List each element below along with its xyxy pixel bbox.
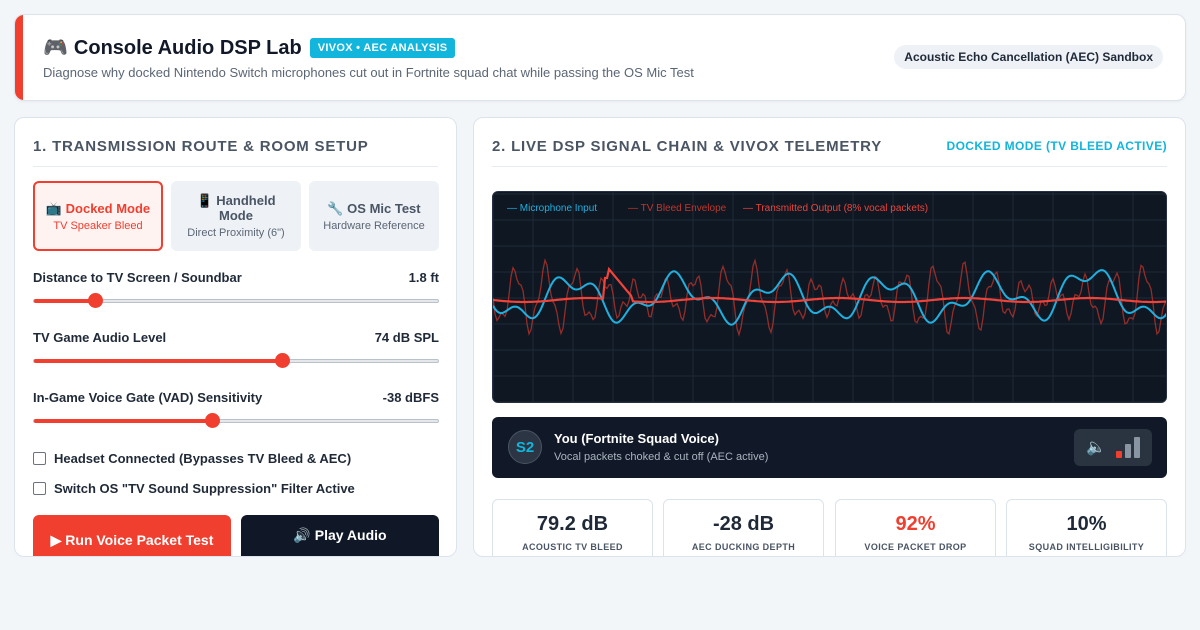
- slider-value: -38 dBFS: [382, 390, 439, 405]
- headset-checkbox-row[interactable]: Headset Connected (Bypasses TV Bleed & A…: [33, 451, 351, 466]
- sandbox-pill: Acoustic Echo Cancellation (AEC) Sandbox: [894, 45, 1163, 69]
- app-title-text: Console Audio DSP Lab: [73, 37, 302, 59]
- metric-label: ACOUSTIC TV BLEED: [522, 542, 623, 552]
- tv-icon: 📺: [45, 200, 63, 216]
- mode-card-desc: Direct Proximity (6"): [187, 227, 285, 239]
- phone-icon: 📱: [196, 193, 213, 208]
- slider-label-row: TV Game Audio Level 74 dB SPL: [33, 330, 439, 345]
- voice-participant-card: S2 You (Fortnite Squad Voice) Vocal pack…: [492, 417, 1167, 478]
- play-audio-button[interactable]: 🔊 Play Audio: [241, 515, 439, 556]
- metric-value: 10%: [1066, 513, 1107, 535]
- vad-slider[interactable]: [33, 413, 439, 428]
- app-header: 🎮 Console Audio DSP Lab VIVOX • AEC ANALY…: [14, 14, 1186, 101]
- mode-card-handheld[interactable]: 📱 Handheld Mode Direct Proximity (6"): [171, 181, 301, 251]
- slider-label-row: In-Game Voice Gate (VAD) Sensitivity -38…: [33, 390, 439, 405]
- divider: [492, 166, 1167, 167]
- metric-card-intelligibility: 10% SQUAD INTELLIGIBILITY: [1006, 499, 1167, 556]
- mode-card-name: Docked Mode: [65, 200, 151, 216]
- mode-card-desc: Hardware Reference: [323, 219, 425, 232]
- slider-thumb[interactable]: [275, 353, 291, 368]
- voice-participant-status: Vocal packets choked & cut off (AEC acti…: [554, 451, 769, 463]
- mode-card-title: 📱 Handheld Mode: [179, 193, 293, 223]
- mic-input-trace: [493, 269, 1166, 326]
- mode-card-title: 🔧 OS Mic Test: [327, 201, 420, 216]
- slider-value: 1.8 ft: [408, 270, 439, 285]
- tv-audio-slider[interactable]: [33, 353, 439, 368]
- level-bar-2: [1125, 444, 1131, 458]
- slider-fill: [34, 419, 212, 423]
- transmitted-output-trace: [493, 266, 1166, 304]
- checkbox-label: Headset Connected (Bypasses TV Bleed & A…: [54, 451, 352, 466]
- vad-slider-block: In-Game Voice Gate (VAD) Sensitivity -38…: [33, 390, 439, 428]
- mode-card-name: Handheld Mode: [216, 193, 276, 223]
- slider-label: In-Game Voice Gate (VAD) Sensitivity: [33, 390, 263, 405]
- metric-card-packet-drop: 92% VOICE PACKET DROP: [835, 499, 996, 556]
- telemetry-panel: 2. Live DSP Signal Chain & Vivox Telemet…: [473, 117, 1186, 557]
- mode-selector: 📺 Docked Mode TV Speaker Bleed 📱 Handhel…: [33, 181, 439, 251]
- level-bar-1: [1116, 451, 1122, 458]
- waveform-scope: — Microphone Input — TV Bleed Envelope —…: [492, 191, 1167, 403]
- slider-thumb[interactable]: [204, 413, 220, 428]
- header-subtitle: Diagnose why docked Nintendo Switch micr…: [43, 65, 694, 80]
- voice-level-meter: 🔈: [1074, 429, 1152, 466]
- slider-value: 74 dB SPL: [374, 330, 439, 345]
- setup-panel-title: 1. Transmission Route & Room Setup: [33, 138, 369, 155]
- avatar: S2: [508, 430, 542, 464]
- slider-fill: [34, 359, 283, 363]
- slider-label: TV Game Audio Level: [33, 330, 167, 345]
- tv-bleed-trace: [493, 258, 1166, 337]
- legend-mic-input: — Microphone Input: [507, 203, 598, 214]
- mode-status: DOCKED MODE (TV BLEED ACTIVE): [946, 139, 1167, 153]
- metric-value: 92%: [895, 513, 936, 535]
- divider: [33, 166, 438, 167]
- app-title: 🎮 Console Audio DSP Lab: [43, 35, 302, 60]
- mode-card-docked[interactable]: 📺 Docked Mode TV Speaker Bleed: [33, 181, 163, 251]
- distance-slider-block: Distance to TV Screen / Soundbar 1.8 ft: [33, 270, 439, 308]
- speaker-icon: 🔈: [1086, 439, 1106, 456]
- mode-card-desc: TV Speaker Bleed: [53, 219, 143, 232]
- header-title-row: 🎮 Console Audio DSP Lab VIVOX • AEC ANALY…: [43, 35, 456, 60]
- metric-label: VOICE PACKET DROP: [864, 542, 967, 552]
- voice-participant-name: You (Fortnite Squad Voice): [554, 431, 719, 446]
- level-bar-3: [1134, 437, 1140, 458]
- slider-thumb[interactable]: [87, 293, 103, 308]
- checkbox-label: Switch OS "TV Sound Suppression" Filter …: [54, 481, 355, 496]
- run-voice-test-button[interactable]: ▶ Run Voice Packet Test: [33, 515, 231, 556]
- mode-card-os-mic-test[interactable]: 🔧 OS Mic Test Hardware Reference: [309, 181, 439, 251]
- metric-value: 79.2 dB: [536, 513, 609, 535]
- tv-audio-slider-block: TV Game Audio Level 74 dB SPL: [33, 330, 439, 368]
- waveform-canvas: [493, 192, 1166, 402]
- analysis-badge: VIVOX • AEC ANALYSIS: [309, 37, 456, 58]
- gamepad-icon: 🎮: [43, 37, 68, 59]
- slider-label: Distance to TV Screen / Soundbar: [33, 270, 242, 285]
- metric-card-tv-bleed: 79.2 dB ACOUSTIC TV BLEED: [492, 499, 653, 556]
- setup-panel: 1. Transmission Route & Room Setup 📺 Doc…: [14, 117, 457, 557]
- legend-transmitted-output: — Transmitted Output (8% vocal packets): [743, 203, 929, 214]
- metric-label: SQUAD INTELLIGIBILITY: [1028, 542, 1145, 552]
- telemetry-panel-title: 2. Live DSP Signal Chain & Vivox Telemet…: [492, 138, 883, 155]
- mode-card-title: 📺 Docked Mode: [46, 201, 150, 216]
- slider-label-row: Distance to TV Screen / Soundbar 1.8 ft: [33, 270, 439, 285]
- wrench-icon: 🔧: [327, 200, 344, 216]
- tv-suppression-checkbox[interactable]: [33, 482, 46, 495]
- metric-value: -28 dB: [712, 513, 775, 535]
- headset-checkbox[interactable]: [33, 452, 46, 465]
- tv-suppression-checkbox-row[interactable]: Switch OS "TV Sound Suppression" Filter …: [33, 481, 355, 496]
- header-accent-bar: [15, 15, 23, 100]
- distance-slider[interactable]: [33, 293, 439, 308]
- metric-card-aec-ducking: -28 dB AEC DUCKING DEPTH: [663, 499, 824, 556]
- slider-fill: [34, 299, 95, 303]
- mode-card-name: OS Mic Test: [347, 200, 421, 216]
- legend-tv-bleed: — TV Bleed Envelope: [628, 203, 727, 214]
- metric-label: AEC DUCKING DEPTH: [691, 542, 796, 552]
